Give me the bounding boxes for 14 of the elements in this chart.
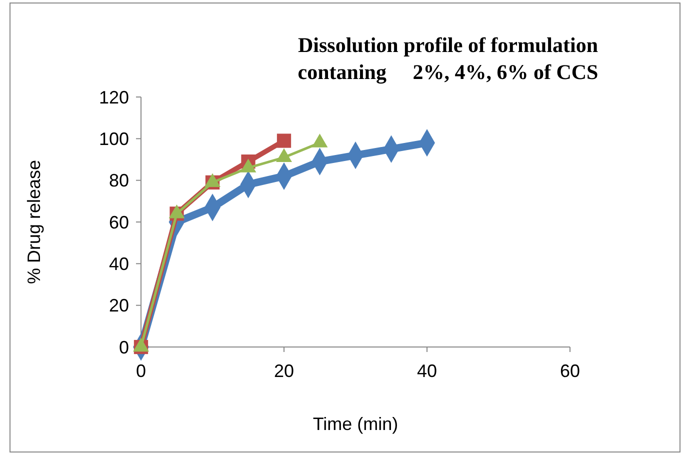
x-tick-label: 40 [416,361,438,381]
y-axis-title: % Drug release [24,160,44,284]
y-tick-label: 120 [98,87,129,108]
x-tick-label: 20 [274,361,294,381]
chart-title: Dissolution profile of formulation contaning 2%, 4%, 6% of CCS [298,33,598,84]
y-tick-label: 40 [108,254,129,274]
y-tick-label: 60 [108,212,129,232]
y-tick-label: 0 [118,337,129,358]
x-tick-label: 0 [136,361,146,381]
y-tick-label: 100 [98,128,129,149]
x-tick-label: 60 [560,361,580,381]
y-tick-label: 20 [108,296,129,316]
y-tick-label: 80 [108,170,129,191]
x-axis-title: Time (min) [312,414,398,434]
